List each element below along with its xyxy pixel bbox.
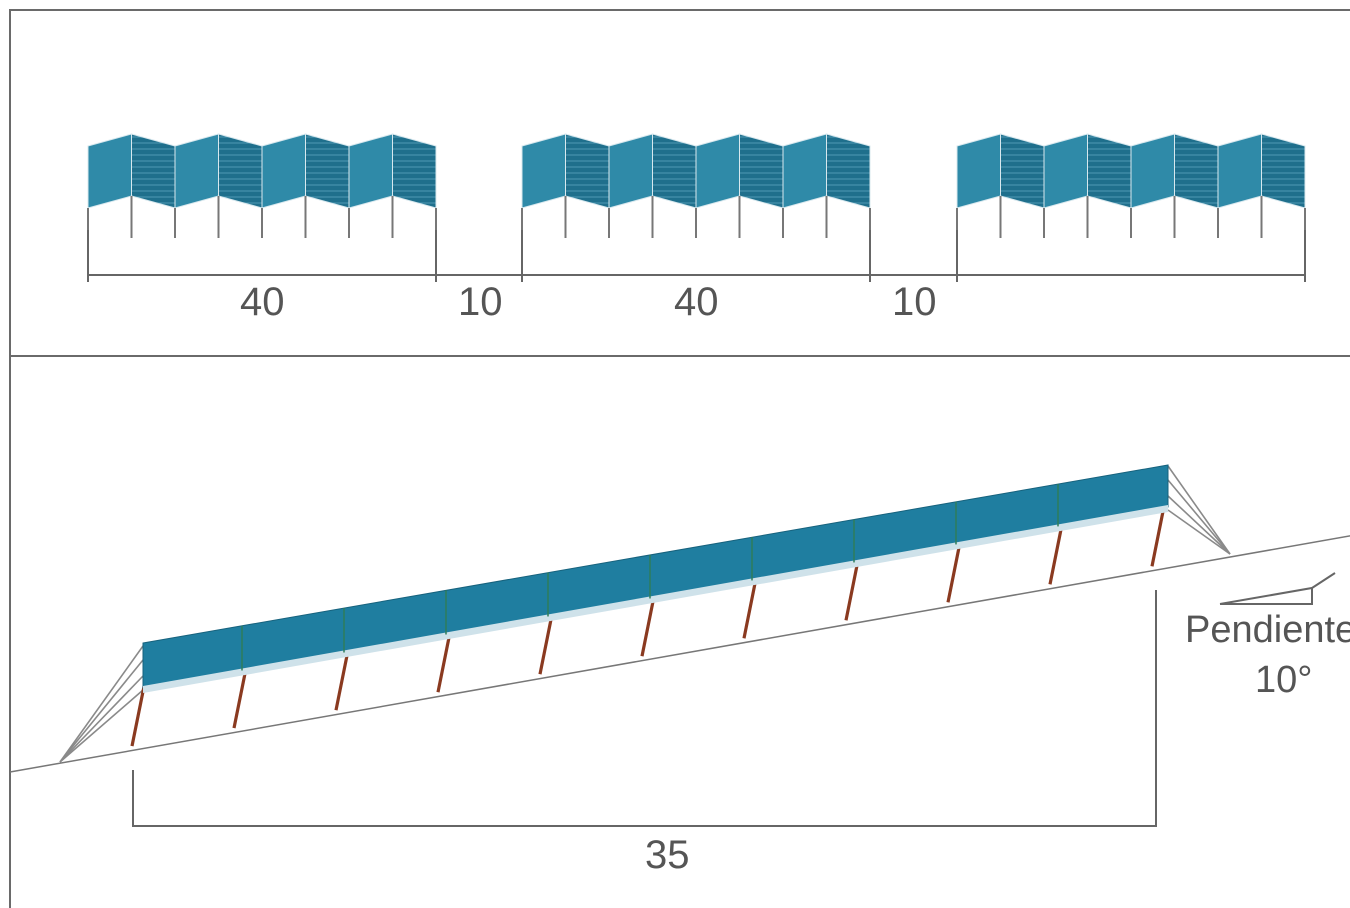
length-dimension-bracket: [132, 590, 1157, 827]
slope-indicator: [1219, 572, 1336, 605]
fence-panel: [1000, 133, 1045, 209]
fence-panel: [392, 133, 437, 209]
top-view-fences: [87, 133, 1306, 238]
fence-post: [1048, 524, 1064, 585]
slope-label: Pendiente: [1185, 609, 1350, 651]
fence-post: [436, 632, 452, 693]
fence-post: [742, 578, 758, 639]
fence-post: [1150, 506, 1166, 567]
fence-panel: [1261, 133, 1306, 209]
fence-group-1: [87, 133, 437, 238]
dim-label-10-second: 10: [892, 280, 937, 324]
ground-line: [9, 535, 1350, 773]
side-fence-panel-lip: [143, 505, 1168, 693]
fence-post: [946, 542, 962, 603]
fence-panel: [652, 133, 697, 209]
fence-post: [232, 668, 248, 729]
fence-panel: [695, 133, 740, 209]
left-bracing: [59, 645, 144, 763]
fence-panel: [956, 133, 1001, 209]
right-bracing: [1167, 465, 1231, 555]
dim-label-40-first: 40: [240, 280, 285, 324]
fence-panel: [608, 133, 653, 209]
fence-panel: [261, 133, 306, 209]
top-dimension-line: [87, 230, 1306, 282]
fence-group-3: [956, 133, 1306, 238]
dim-label-10-first: 10: [458, 280, 503, 324]
fence-post: [334, 650, 350, 711]
fence-panel: [1217, 133, 1262, 209]
fence-panel: [87, 133, 132, 209]
fence-panel: [348, 133, 393, 209]
fence-panel: [739, 133, 784, 209]
panel-seams: [241, 484, 1059, 671]
fence-panel: [218, 133, 263, 209]
angle-label: 10°: [1255, 659, 1312, 701]
fence-panel: [1174, 133, 1219, 209]
side-view-frame: [9, 355, 1350, 908]
fence-post: [538, 614, 554, 675]
fence-post: [130, 686, 146, 747]
fence-panel: [826, 133, 871, 209]
fence-post: [640, 596, 656, 657]
fence-panel: [521, 133, 566, 209]
fence-panel: [1087, 133, 1132, 209]
fence-panel: [782, 133, 827, 209]
length-label: 35: [645, 833, 690, 877]
fence-post: [844, 560, 860, 621]
fence-posts: [130, 506, 1166, 747]
fence-panel: [1043, 133, 1088, 209]
fence-panel: [1130, 133, 1175, 209]
fence-group-2: [521, 133, 871, 238]
fence-panel: [565, 133, 610, 209]
fence-panel: [305, 133, 350, 209]
fence-panel: [174, 133, 219, 209]
dim-label-40-second: 40: [674, 280, 719, 324]
side-fence-panel: [142, 464, 1169, 689]
fence-panel: [131, 133, 176, 209]
side-view: 35 Pendiente 10°: [9, 464, 1350, 877]
